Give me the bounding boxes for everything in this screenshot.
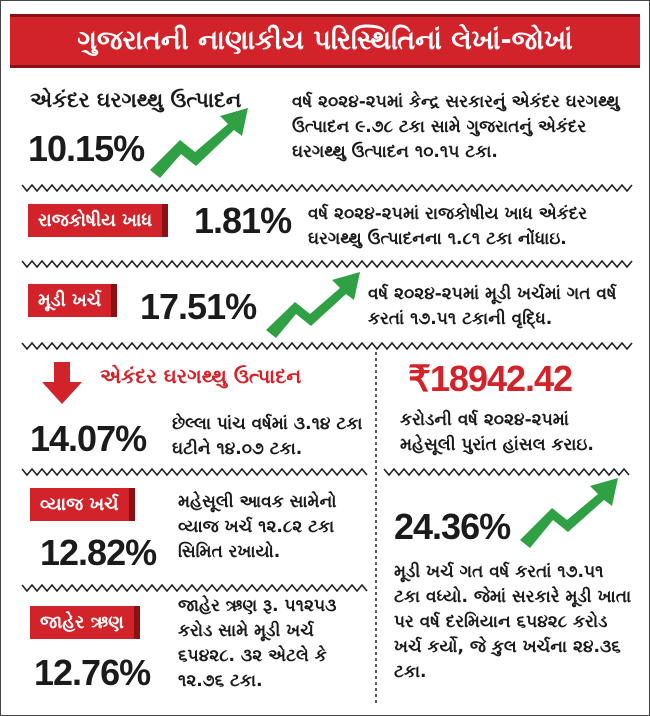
text: વર્ષ ૨૦૨૪-૨૫માં મૂડી ખર્ચમાં ગત વર્ષ કરત… [368,284,617,329]
text: કરોડની વર્ષ ૨૦૨૪-૨૫માં મહેસૂલી પુરાંત હા… [400,410,594,455]
label-box: રાજકોષીય ખાધ [28,204,169,237]
divider [21,467,368,477]
divider [21,341,633,351]
text: મહેસૂલી આવક સામેનો વ્યાજ ખર્ચ ૧૨.૮૨ ટકા … [178,492,337,562]
value: 14.07% [30,418,147,459]
value: ₹18942.42 [408,358,573,399]
value: 12.76% [34,652,151,693]
value: 12.82% [40,532,157,573]
title: ગુજરાતની નાણાકીય પરિસ્થિતિનાં લેખાં-જોખા… [10,14,640,68]
up-arrow [150,108,248,178]
text: વર્ષ ૨૦૨૪-૨૫માં કેન્દ્ર સરકારનું એકંદર ઘ… [292,92,620,162]
value: 10.15% [28,128,145,169]
value: 17.51% [140,286,257,327]
up-arrow [266,272,360,338]
text: છેલ્લા પાંચ વર્ષમાં ૩.૧૪ ટકા ઘટીને ૧૪.૦૭… [172,414,363,459]
label: એકંદર ઘરગથ્થુ ઉત્પાદન [30,88,242,112]
divider [21,259,633,269]
divider [21,183,633,193]
label-box: જાહેર ઋણ [30,606,140,639]
divider [21,583,368,593]
divider [383,467,630,477]
label: એકંદર ઘરગથ્થુ ઉત્પાદન [100,364,302,388]
text: મૂડી ખર્ચ ગત વર્ષ કરતાં ૧૭.૫૧ ટકા વધ્યો.… [394,562,632,682]
down-arrow [42,362,82,404]
text: જાહેર ઋણ રૂ. ૫૧૨૫૩ કરોડ સામે મૂડી ખર્ચ ૬… [178,596,337,691]
value: 24.36% [394,506,511,547]
value: 1.81% [194,200,292,241]
label-box: વ્યાજ ખર્ચ [30,488,135,521]
up-arrow [520,478,618,548]
label-box: મૂડી ખર્ચ [28,284,118,317]
text: વર્ષ ૨૦૨૪-૨૫માં રાજકોષીય ખાધ એકંદર ઘરગથ્… [308,204,588,249]
